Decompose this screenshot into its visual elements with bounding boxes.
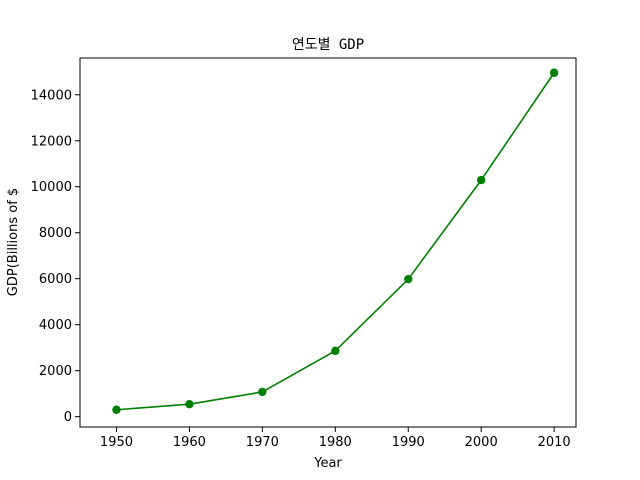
data-point <box>185 399 194 409</box>
y-tick-label: 14000 <box>31 88 72 103</box>
y-axis-label: GDP(Billions of $ <box>6 188 21 296</box>
data-point <box>549 68 559 77</box>
y-tick-label: 6000 <box>39 272 72 287</box>
y-tick-label: 4000 <box>39 318 72 333</box>
y-tick-label: 10000 <box>31 180 72 195</box>
x-tick-label: 1990 <box>392 435 425 450</box>
x-tick-label: 1950 <box>100 435 133 450</box>
y-tick-label: 8000 <box>39 226 72 241</box>
data-point <box>112 405 121 414</box>
y-tick-label: 12000 <box>31 134 72 149</box>
x-tick-label: 1980 <box>319 435 352 450</box>
x-tick-label: 2000 <box>465 435 498 450</box>
y-tick-label: 2000 <box>39 364 72 379</box>
y-tick-label: 0 <box>64 410 72 425</box>
x-axis-label: Year <box>313 456 342 471</box>
data-point <box>258 387 267 397</box>
axes-frame <box>79 57 577 428</box>
data-point <box>476 175 486 185</box>
x-tick-label: 1960 <box>173 435 206 450</box>
data-point <box>404 274 413 284</box>
data-point <box>331 346 340 356</box>
chart-title: 연도별 GDP <box>292 37 364 53</box>
x-tick-label: 2010 <box>538 435 571 450</box>
plot-area: 1950 1960 1970 1980 1990 2000 2010 0 2000 4000 600… <box>31 57 577 450</box>
x-tick-label: 1970 <box>246 435 279 450</box>
